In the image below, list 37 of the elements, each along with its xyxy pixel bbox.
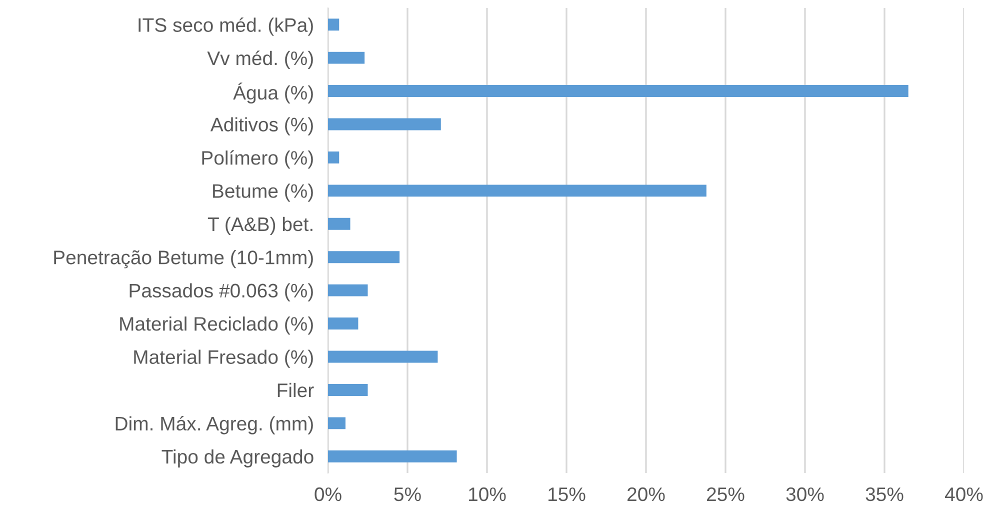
x-tick-label: 30% [786,487,824,502]
bar [328,151,340,164]
bar [328,118,441,130]
y-tick-label: Betume (%) [213,184,313,202]
bar [328,384,368,396]
bar [328,85,908,98]
y-tick-label: Material Reciclado (%) [120,316,313,335]
x-tick-label: 15% [548,487,586,502]
x-tick-label: 40% [944,487,983,502]
bar [328,52,365,64]
y-tick-label: Polímero (%) [202,150,313,169]
bar [328,251,400,264]
y-tick-label: Água (%) [233,82,313,104]
bar [328,318,358,330]
x-tick-label: 25% [707,487,744,502]
x-tick-label: 35% [866,487,904,502]
y-tick-label: Aditivos (%) [210,117,313,136]
bar [328,350,438,363]
bar [328,450,457,462]
x-tick-label: 10% [469,487,506,502]
y-tick-label: Material Fresado (%) [134,350,313,368]
x-tick-label: 5% [394,487,421,502]
bar [328,218,350,230]
y-tick-label: Tipo de Agregado [162,449,314,468]
y-tick-label: Filer [278,382,314,398]
x-tick-label: 20% [628,487,665,502]
y-tick-label: ITS seco méd. (kPa) [138,17,313,36]
bar [328,417,346,430]
y-tick-label: Dim. Máx. Agreg. (mm) [116,416,313,434]
bar [328,18,340,31]
y-tick-label: T (A&B) bet. [208,216,312,235]
y-tick-label: Passados #0.063 (%) [130,283,313,302]
y-tick-label: Penetração Betume (10-1mm) [54,250,313,268]
bar [328,184,706,197]
y-tick-label: Vv méd. (%) [207,50,313,69]
bar [328,284,368,296]
x-tick-label: 0% [314,487,342,502]
